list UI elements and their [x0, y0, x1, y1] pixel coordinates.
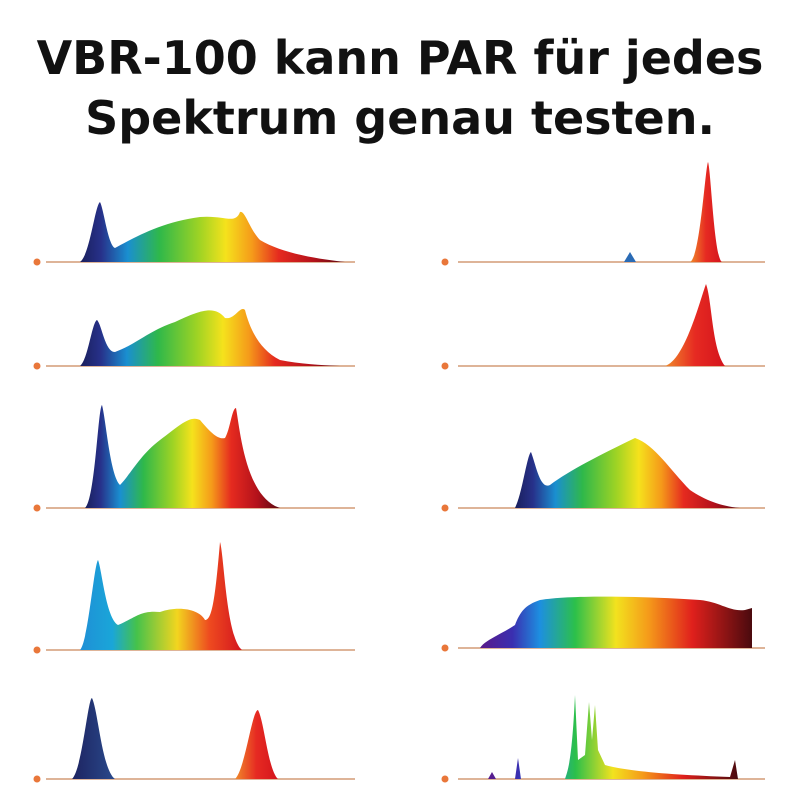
spectrum	[72, 698, 115, 779]
right-column	[441, 162, 765, 783]
spectrum	[80, 202, 345, 262]
spectrum	[488, 695, 738, 779]
spectrum	[235, 710, 278, 779]
spectrum	[80, 308, 340, 366]
dot	[441, 644, 449, 652]
spectrum	[85, 405, 280, 508]
dot	[441, 362, 449, 370]
spectrum	[515, 438, 740, 508]
title-line: Spektrum genau testen.	[85, 91, 715, 145]
dot	[441, 504, 449, 512]
spectrum	[665, 284, 725, 366]
dot	[33, 258, 41, 266]
dot	[441, 775, 449, 783]
title-line: VBR-100 kann PAR für jedes	[37, 31, 764, 85]
dot	[33, 646, 41, 654]
spectrum	[690, 162, 722, 262]
spectrum	[80, 542, 242, 650]
spectrum	[480, 596, 752, 648]
dot	[33, 504, 41, 512]
left-column	[33, 202, 355, 783]
dot	[33, 362, 41, 370]
dot	[33, 775, 41, 783]
dot	[441, 258, 449, 266]
spectrum	[624, 252, 636, 262]
